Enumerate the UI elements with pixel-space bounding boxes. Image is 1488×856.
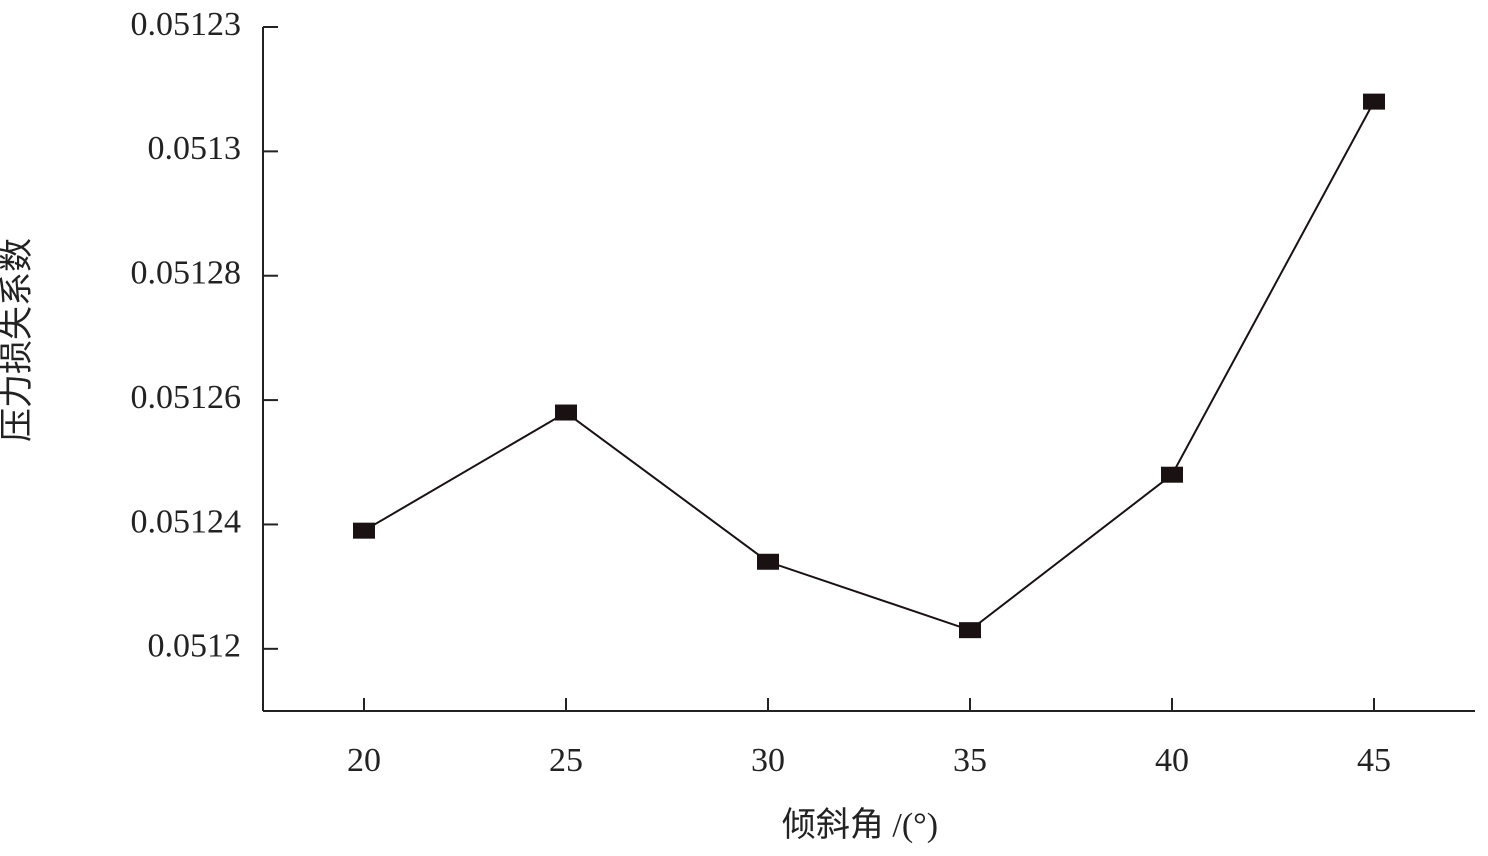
y-axis-label: 压力损失系数 [0,238,36,442]
marker [555,404,577,421]
x-tick-label: 45 [1357,742,1391,779]
y-tick-label: 0.0513 [148,130,242,167]
marker [353,522,375,539]
line [363,101,1375,632]
y-tick-label: 0.05128 [131,255,242,292]
y-tick-label: 0.0512 [148,628,242,665]
y-tick-label: 0.05124 [131,503,242,540]
x-tick-label: 30 [751,742,785,779]
x-tick-label: 40 [1155,742,1189,779]
marker [1363,93,1385,110]
x-tick-label: 25 [549,742,583,779]
marker [959,622,981,639]
x-tick-label: 20 [347,742,381,779]
y-tick-label: 0.05126 [131,379,242,416]
marker [757,553,779,570]
marker [1161,466,1183,483]
y-tick-label: 0.05123 [131,6,242,43]
x-axis-label: 倾斜角 /(°) [782,806,938,844]
x-tick-label: 35 [953,742,987,779]
